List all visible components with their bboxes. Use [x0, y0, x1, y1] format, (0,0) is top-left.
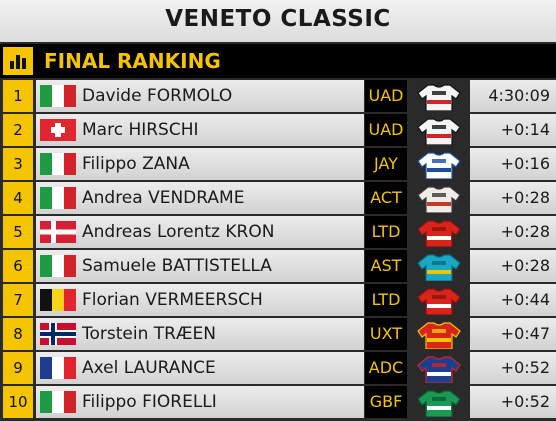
rider-cell: Andrea VENDRAME [36, 182, 364, 214]
team-code: ACT [365, 182, 407, 214]
finish-time: +0:28 [470, 216, 556, 248]
position-number: 9 [3, 352, 33, 384]
position-number: 7 [3, 284, 33, 316]
team-jersey-icon [410, 285, 468, 316]
team-jersey-icon [410, 183, 468, 214]
rider-name: Florian VERMEERSCH [82, 290, 263, 310]
rider-cell: Filippo FIORELLI [36, 386, 364, 418]
team-jersey-icon [410, 217, 468, 248]
finish-time: +0:14 [470, 114, 556, 146]
team-code: GBF [365, 386, 407, 418]
team-code: ADC [365, 352, 407, 384]
title-bar: VENETO CLASSIC [0, 0, 556, 42]
ranking-row: 7 Florian VERMEERSCH LTD +0:44 [0, 284, 556, 316]
team-jersey-icon [410, 149, 468, 180]
rider-name: Andreas Lorentz KRON [82, 222, 275, 242]
rider-cell: Filippo ZANA [36, 148, 364, 180]
rider-name: Axel LAURANCE [82, 358, 216, 378]
team-jersey-icon [410, 319, 468, 350]
position-number: 4 [3, 182, 33, 214]
italy-flag-icon [40, 187, 76, 209]
position-number: 5 [3, 216, 33, 248]
position-number: 2 [3, 114, 33, 146]
rider-name: Andrea VENDRAME [82, 188, 245, 208]
italy-flag-icon [40, 391, 76, 413]
ranking-row: 10 Filippo FIORELLI GBF +0:52 [0, 386, 556, 418]
belgium-flag-icon [40, 289, 76, 311]
rider-name: Torstein TRÆEN [82, 324, 216, 344]
team-code: UXT [365, 318, 407, 350]
position-number: 3 [3, 148, 33, 180]
position-number: 6 [3, 250, 33, 282]
ranking-row: 9 Axel LAURANCE ADC +0:52 [0, 352, 556, 384]
team-jersey-icon [410, 81, 468, 112]
ranking-row: 3 Filippo ZANA JAY +0:16 [0, 148, 556, 180]
finish-time: +0:52 [470, 352, 556, 384]
italy-flag-icon [40, 85, 76, 107]
rider-name: Samuele BATTISTELLA [82, 256, 272, 276]
rider-name: Davide FORMOLO [82, 86, 233, 106]
finish-time: +0:52 [470, 386, 556, 418]
team-code: LTD [365, 284, 407, 316]
italy-flag-icon [40, 153, 76, 175]
finish-time: +0:28 [470, 182, 556, 214]
bar-chart-icon [3, 47, 33, 75]
rider-cell: Davide FORMOLO [36, 80, 364, 112]
denmark-flag-icon [40, 221, 76, 243]
position-number: 1 [3, 80, 33, 112]
ranking-row: 4 Andrea VENDRAME ACT +0:28 [0, 182, 556, 214]
team-code: UAD [365, 114, 407, 146]
position-number: 10 [3, 386, 33, 418]
team-code: LTD [365, 216, 407, 248]
switzerland-flag-icon [40, 119, 76, 141]
rider-cell: Axel LAURANCE [36, 352, 364, 384]
france-flag-icon [40, 357, 76, 379]
finish-time: +0:16 [470, 148, 556, 180]
finish-time: +0:47 [470, 318, 556, 350]
team-jersey-icon [410, 353, 468, 384]
team-code: AST [365, 250, 407, 282]
rider-cell: Samuele BATTISTELLA [36, 250, 364, 282]
rider-cell: Marc HIRSCHI [36, 114, 364, 146]
team-jersey-icon [410, 115, 468, 146]
race-title: VENETO CLASSIC [165, 6, 391, 32]
ranking-title: FINAL RANKING [44, 49, 221, 73]
rider-cell: Torstein TRÆEN [36, 318, 364, 350]
norway-flag-icon [40, 323, 76, 345]
finish-time: 4:30:09 [470, 80, 556, 112]
rider-cell: Florian VERMEERSCH [36, 284, 364, 316]
ranking-row: 8 Torstein TRÆEN UXT +0:47 [0, 318, 556, 350]
ranking-row: 5 Andreas Lorentz KRON LTD +0:28 [0, 216, 556, 248]
position-number: 8 [3, 318, 33, 350]
rider-name: Filippo ZANA [82, 154, 190, 174]
team-jersey-icon [410, 251, 468, 282]
rider-cell: Andreas Lorentz KRON [36, 216, 364, 248]
italy-flag-icon [40, 255, 76, 277]
ranking-row: 2 Marc HIRSCHI UAD +0:14 [0, 114, 556, 146]
finish-time: +0:44 [470, 284, 556, 316]
ranking-row: 1 Davide FORMOLO UAD 4:30:09 [0, 80, 556, 112]
ranking-row: 6 Samuele BATTISTELLA AST +0:28 [0, 250, 556, 282]
finish-time: +0:28 [470, 250, 556, 282]
team-code: UAD [365, 80, 407, 112]
team-code: JAY [365, 148, 407, 180]
ranking-header: FINAL RANKING [0, 44, 556, 78]
rider-name: Filippo FIORELLI [82, 392, 217, 412]
team-jersey-icon [410, 387, 468, 418]
rider-name: Marc HIRSCHI [82, 120, 199, 140]
